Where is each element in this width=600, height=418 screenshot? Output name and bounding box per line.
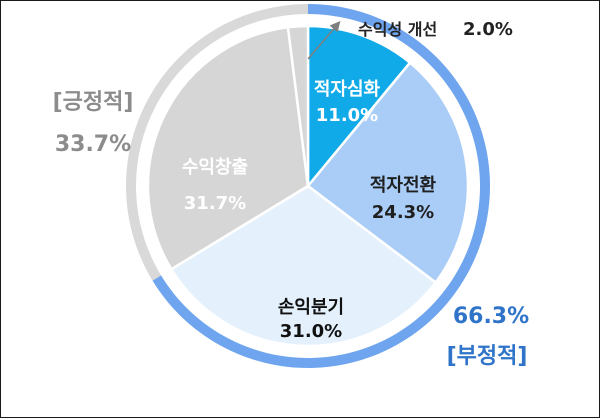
small-slice-callout: 수익성 개선 2.0% <box>307 19 513 60</box>
group-rings <box>125 4 490 368</box>
pie-slice <box>170 184 437 348</box>
pie-slice <box>146 26 310 271</box>
group-labels: 66.3% [부정적] [긍정적] 33.7% <box>53 90 530 369</box>
slice-category-label: 적자심화 <box>314 79 381 100</box>
pie-slice <box>306 61 470 284</box>
negative-group-value: 66.3% <box>453 304 529 329</box>
slice-category-label: 적자전환 <box>370 174 437 196</box>
pie-slices <box>146 24 470 348</box>
negative-group-name: [부정적] <box>447 344 528 369</box>
positive-group-value: 33.7% <box>55 132 131 157</box>
callout-arrow <box>307 21 341 60</box>
callout-category-label: 수익성 개선 <box>358 20 437 39</box>
slice-labels: 적자심화 11.0% 적자전환 24.3% 손익분기 31.0% 수익창출 31.7% <box>182 79 437 342</box>
slice-value-label: 31.0% <box>280 321 342 342</box>
slice-value-label: 31.7% <box>184 193 246 214</box>
slice-category-label: 수익창출 <box>182 157 248 178</box>
slice-value-label: 11.0% <box>316 105 378 126</box>
positive-group-ring <box>125 4 308 281</box>
pie-slice <box>306 24 412 188</box>
callout-value-label: 2.0% <box>463 19 513 40</box>
positive-group-name: [긍정적] <box>53 90 134 115</box>
pie-slice <box>286 24 310 188</box>
slice-value-label: 24.3% <box>372 202 434 223</box>
slice-category-label: 손익분기 <box>278 297 344 318</box>
